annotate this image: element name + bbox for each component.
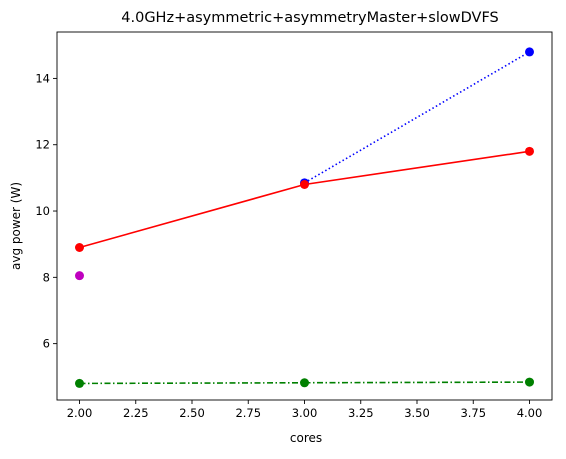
series-1-line bbox=[304, 51, 530, 184]
x-tick-label: 4.00 bbox=[517, 406, 543, 420]
y-axis-label: avg power (W) bbox=[9, 182, 23, 270]
series-2-point bbox=[75, 378, 84, 388]
y-tick-label: 10 bbox=[35, 204, 50, 218]
x-tick-label: 2.75 bbox=[235, 406, 261, 420]
series-3-point bbox=[75, 271, 84, 281]
y-tick-label: 12 bbox=[35, 138, 50, 152]
x-tick-label: 3.00 bbox=[292, 406, 318, 420]
series-2-point bbox=[300, 378, 309, 388]
series-4-point bbox=[525, 146, 534, 156]
x-axis-label: cores bbox=[290, 431, 322, 445]
series-2-point bbox=[525, 377, 534, 387]
axes-layer: 2.00 2.25 2.50 2.75 3.00 3.25 3.50 3.75 4.00 6 8 10… bbox=[35, 31, 553, 420]
chart-title: 4.0GHz+asymmetric+asymmetryMaster+slowDV… bbox=[121, 10, 498, 26]
series-4-line bbox=[79, 150, 530, 249]
series-4-point bbox=[75, 243, 84, 252]
x-tick-label: 2.50 bbox=[179, 406, 205, 420]
series-1-point bbox=[525, 47, 534, 57]
y-tick-label: 14 bbox=[35, 71, 50, 85]
x-tick-label: 3.50 bbox=[404, 406, 430, 420]
y-tick-label: 6 bbox=[43, 337, 50, 351]
x-tick-label: 2.00 bbox=[67, 406, 93, 420]
series-4-point bbox=[300, 180, 309, 189]
x-tick-label: 3.25 bbox=[348, 406, 374, 420]
plot-frame bbox=[56, 31, 553, 401]
x-tick-label: 3.75 bbox=[460, 406, 486, 420]
plot-marks bbox=[75, 47, 534, 388]
x-tick-label: 2.25 bbox=[123, 406, 149, 420]
y-tick-label: 8 bbox=[43, 270, 50, 284]
